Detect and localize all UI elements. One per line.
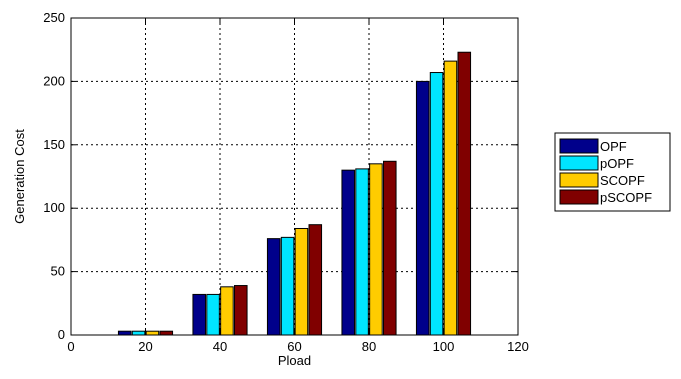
- bar-pscopf-20: [159, 330, 174, 336]
- bar-popf-60: [280, 236, 295, 336]
- bar-popf-40: [206, 293, 220, 336]
- x-tick-label: 80: [362, 339, 376, 354]
- y-axis-label: Generation Cost: [12, 129, 27, 224]
- y-tick-label: 100: [43, 200, 65, 215]
- bar-pscopf-80: [383, 160, 397, 336]
- bar-opf-100: [415, 80, 430, 336]
- bar-scopf-20: [145, 330, 160, 336]
- bar-scopf-80: [369, 163, 383, 336]
- bar-pscopf-60: [308, 224, 323, 336]
- x-tick-label: 120: [507, 339, 529, 354]
- y-tick-label: 200: [43, 73, 65, 88]
- bar-scopf-60: [294, 227, 309, 336]
- bar-pscopf-40: [234, 285, 248, 336]
- bar-scopf-40: [220, 286, 234, 336]
- y-tick-label: 0: [58, 327, 65, 342]
- y-tick-label: 50: [51, 264, 65, 279]
- x-tick-label: 20: [138, 339, 152, 354]
- x-tick-label: 0: [67, 339, 74, 354]
- legend-swatch-opf: [559, 138, 599, 154]
- bar-pscopf-100: [457, 51, 472, 336]
- bar-opf-40: [192, 293, 206, 336]
- x-tick-label: 60: [287, 339, 301, 354]
- x-tick-label: 100: [433, 339, 455, 354]
- x-tick-label: 40: [213, 339, 227, 354]
- bar-opf-80: [341, 169, 355, 336]
- y-tick-label: 250: [43, 10, 65, 25]
- bar-popf-20: [131, 330, 146, 336]
- bar-opf-60: [266, 238, 281, 336]
- y-tick-label: 150: [43, 137, 65, 152]
- legend: OPF pOPF SCOPF pSCOPF: [554, 132, 671, 212]
- legend-label-scopf: SCOPF: [600, 173, 645, 188]
- legend-label-pscopf: pSCOPF: [600, 190, 652, 205]
- legend-label-popf: pOPF: [600, 156, 634, 171]
- legend-label-opf: OPF: [600, 139, 627, 154]
- bar-popf-80: [355, 168, 369, 336]
- x-axis-label: Pload: [278, 353, 311, 368]
- bars: [117, 51, 472, 336]
- legend-swatch-pscopf: [559, 189, 599, 205]
- bar-opf-20: [117, 330, 132, 336]
- bar-popf-100: [429, 72, 444, 336]
- legend-swatch-scopf: [559, 172, 599, 188]
- axis-ticks: 0 20 40 60 80 100 120 0 50 100 150 200 250: [43, 10, 529, 354]
- legend-swatch-popf: [559, 155, 599, 171]
- bar-scopf-100: [443, 60, 458, 336]
